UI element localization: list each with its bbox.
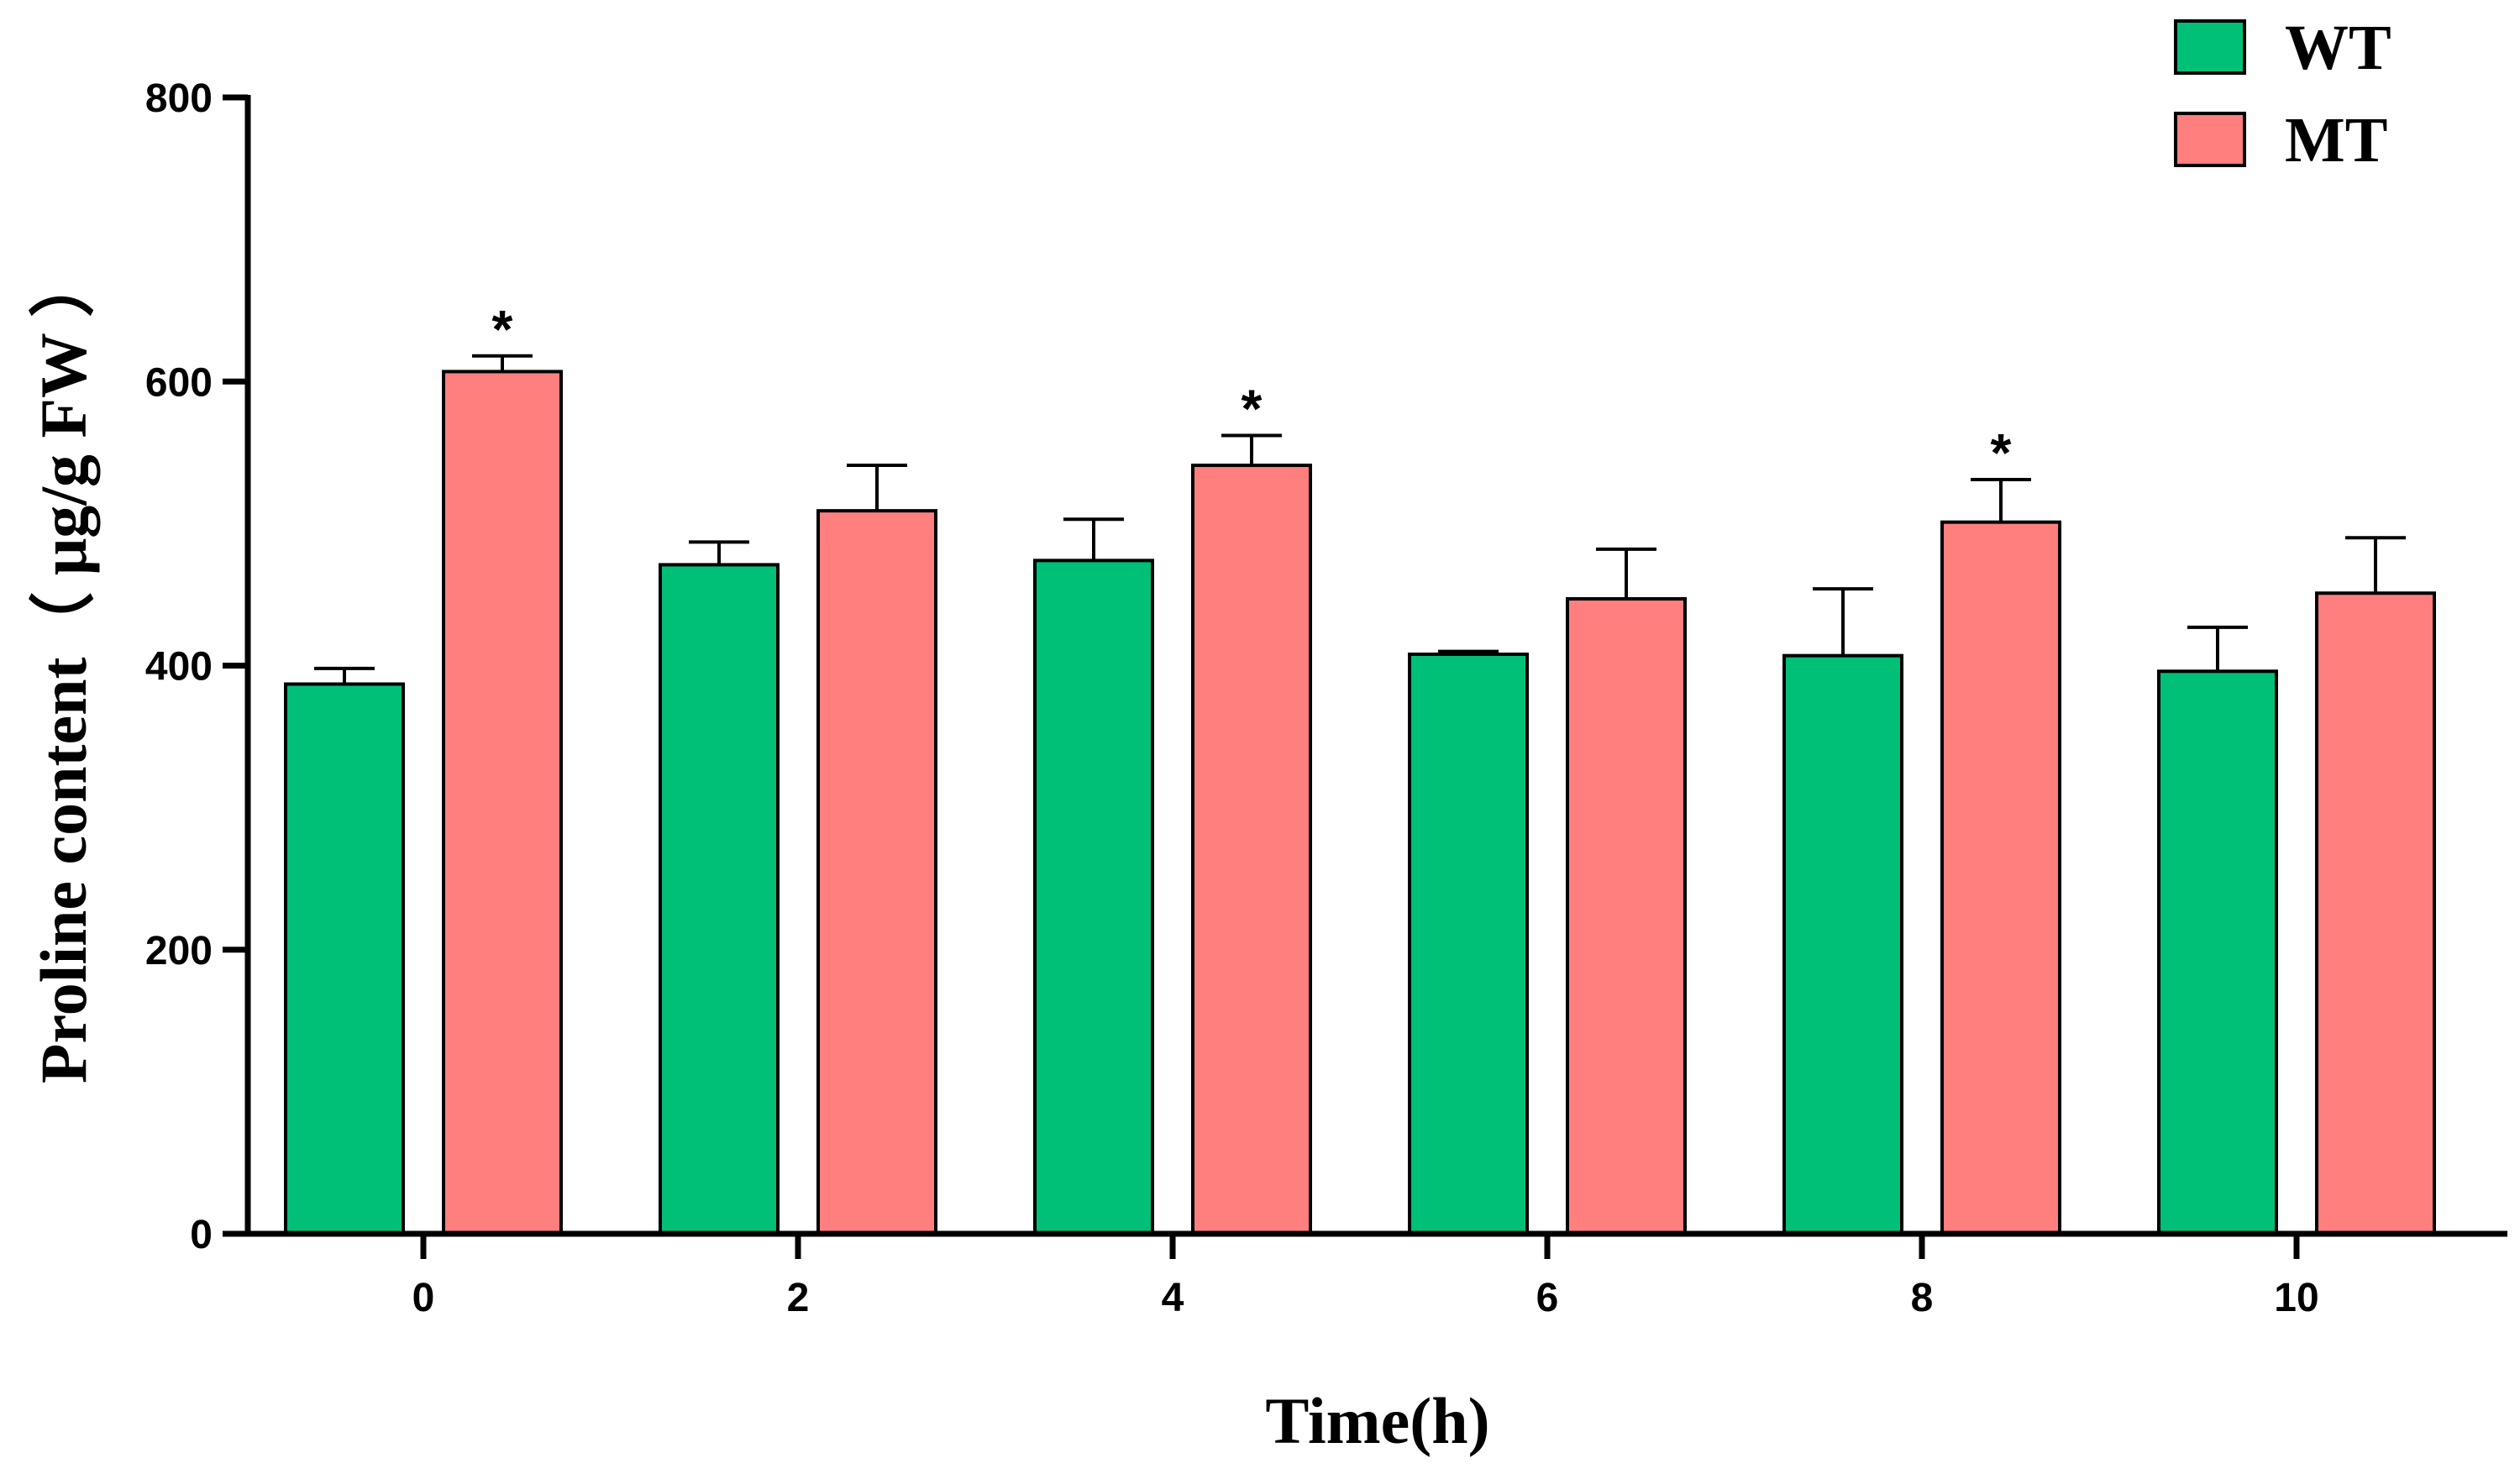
bar-wt-10 (2157, 669, 2278, 1235)
significance-asterisk: * (1242, 379, 1263, 439)
bar-wt-0 (284, 682, 405, 1235)
bar-wt-8 (1782, 653, 1903, 1235)
bar-mt-2 (816, 509, 937, 1235)
y-tick-label: 600 (145, 360, 213, 405)
bar-wt-6 (1408, 652, 1529, 1235)
x-tick-label: 2 (787, 1276, 810, 1320)
significance-asterisk: * (1991, 422, 2012, 483)
y-tick-label: 200 (145, 929, 213, 973)
x-tick-label: 8 (1911, 1276, 1934, 1320)
y-tick-label: 800 (145, 76, 213, 121)
significance-marks-group: * * * (492, 299, 2012, 483)
legend-label-wt: WT (2285, 13, 2391, 83)
significance-asterisk: * (492, 299, 513, 359)
bar-mt-0 (442, 370, 563, 1235)
bar-mt-10 (2315, 591, 2436, 1235)
bar-mt-6 (1566, 597, 1687, 1235)
bar-wt-4 (1033, 559, 1154, 1235)
legend-label-mt: MT (2285, 105, 2387, 176)
x-axis-ticks: 0 2 4 6 8 10 (412, 1234, 2319, 1320)
error-bars-group (314, 354, 2406, 685)
x-tick-label: 10 (2274, 1276, 2318, 1320)
x-tick-label: 6 (1536, 1276, 1559, 1320)
bar-mt-4 (1191, 464, 1312, 1235)
legend: WT MT (2174, 13, 2391, 176)
bar-wt-2 (659, 563, 780, 1235)
legend-swatch-mt (2174, 112, 2246, 167)
x-tick-label: 4 (1162, 1276, 1184, 1320)
y-tick-label: 400 (145, 645, 213, 690)
bars-group (284, 370, 2436, 1235)
y-axis-title: Proline content（ μg/g FW ） (27, 252, 100, 1083)
legend-swatch-wt (2174, 19, 2246, 75)
bar-mt-8 (1940, 520, 2061, 1235)
x-tick-label: 0 (412, 1276, 435, 1320)
y-axis-ticks: 0 200 400 600 800 (145, 76, 248, 1257)
x-axis-title: Time(h) (1265, 1384, 1489, 1457)
y-tick-label: 0 (190, 1213, 213, 1257)
